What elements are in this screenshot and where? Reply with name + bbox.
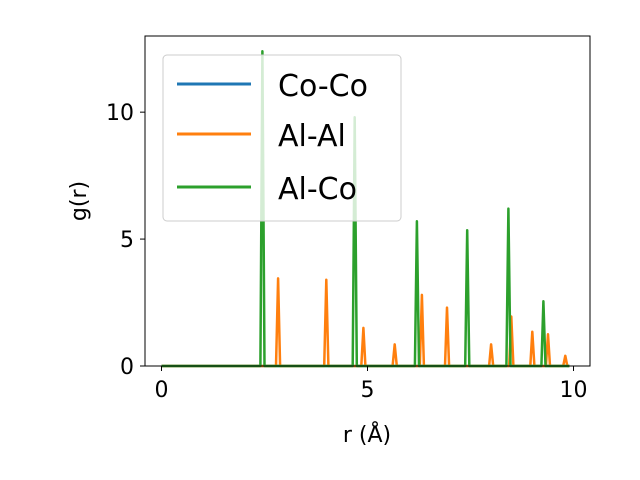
legend: Co-Co Al-Al Al-Co [162, 54, 402, 222]
x-axis-label: r (Å) [343, 421, 391, 448]
y-tick-label: 5 [120, 228, 134, 253]
legend-label-al-al: Al-Al [278, 119, 346, 154]
x-tick-label: 0 [154, 378, 168, 403]
legend-label-al-co: Al-Co [278, 172, 357, 207]
legend-box [162, 54, 402, 222]
y-tick-label: 0 [120, 355, 134, 380]
y-axis-label: g(r) [67, 181, 92, 221]
x-tick-label: 10 [560, 378, 588, 403]
y-tick-label: 10 [106, 101, 134, 126]
ticks-layer: 0 5 10 0 5 10 [106, 101, 588, 403]
x-tick-label: 5 [361, 378, 375, 403]
legend-label-co-co: Co-Co [278, 69, 368, 104]
series-line-al-al [161, 277, 570, 368]
